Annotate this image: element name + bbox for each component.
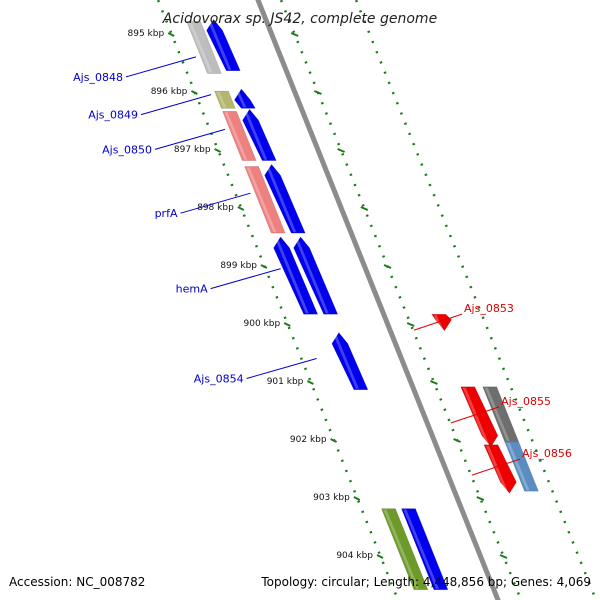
gene-label-leader (210, 268, 281, 290)
gene-feature-16[interactable] (380, 508, 429, 591)
gene-feature-3[interactable] (234, 88, 256, 109)
gene-label-leader (413, 313, 463, 331)
gene-highlight (485, 445, 508, 491)
tick-label: 896 kbp (151, 87, 188, 97)
major-tick (167, 32, 175, 37)
major-tick (476, 496, 485, 501)
gene-label-ajs_0850[interactable]: Ajs_0850 (102, 143, 152, 156)
gene-highlight (484, 387, 510, 441)
gene-label-ajs_0853[interactable]: Ajs_0853 (464, 302, 514, 315)
gene-label-leader (154, 128, 226, 150)
major-tick (214, 148, 222, 153)
major-tick (290, 32, 299, 37)
tick-label: 898 kbp (197, 203, 234, 213)
major-tick (360, 206, 369, 211)
gene-feature-8[interactable] (273, 236, 319, 315)
gene-feature-1[interactable] (206, 18, 241, 71)
gene-feature-7[interactable] (264, 163, 306, 234)
tick-label: 900 kbp (244, 319, 281, 329)
gene-highlight (216, 92, 227, 108)
gene-feature-11[interactable] (431, 313, 452, 332)
accession-text: Accession: NC_008782 (9, 575, 145, 589)
gene-highlight (236, 92, 247, 108)
gene-highlight (295, 239, 329, 314)
gene-label-ajs_0854[interactable]: Ajs_0854 (194, 373, 244, 386)
gene-highlight (333, 335, 359, 389)
major-tick (237, 206, 245, 211)
major-tick (283, 322, 291, 327)
major-tick (406, 322, 415, 327)
gene-feature-17[interactable] (400, 508, 449, 591)
tick-label: 895 kbp (128, 29, 165, 39)
gene-label-leader (125, 56, 197, 78)
gene-label-leader (140, 94, 212, 116)
gene-feature-15[interactable] (504, 441, 539, 492)
gene-highlight (244, 112, 268, 160)
gene-label-ajs_0849[interactable]: Ajs_0849 (88, 109, 138, 122)
gene-feature-5[interactable] (242, 108, 277, 161)
gene-highlight (208, 22, 232, 70)
major-tick (499, 554, 508, 559)
tick-guide-line (156, 0, 400, 600)
major-tick (353, 496, 361, 501)
major-tick (306, 380, 314, 385)
gene-label-ajs_0848[interactable]: Ajs_0848 (73, 71, 123, 84)
tick-label: 901 kbp (267, 377, 304, 387)
backbone-layer (255, 0, 501, 600)
major-tick (337, 148, 345, 153)
major-tick (330, 438, 338, 443)
gene-highlight (403, 509, 439, 589)
gene-highlight (275, 239, 309, 314)
gene-feature-2[interactable] (213, 90, 236, 109)
gene-label-leader (246, 358, 317, 379)
genome-backbone (255, 0, 501, 600)
tick-label: 902 kbp (290, 435, 327, 445)
major-tick (376, 554, 384, 559)
gene-feature-13[interactable] (483, 444, 517, 494)
tick-label: 903 kbp (313, 493, 350, 503)
gene-label-prfa[interactable]: prfA (155, 207, 178, 220)
gene-feature-0[interactable] (186, 21, 222, 74)
genome-title: Acidovorax sp. JS42, complete genome (162, 11, 437, 27)
major-tick (190, 90, 198, 95)
gene-label-leader (451, 406, 500, 424)
gene-layer (186, 18, 539, 591)
tick-label: 899 kbp (220, 261, 257, 271)
major-tick (453, 438, 461, 443)
tick-label: 897 kbp (174, 145, 211, 155)
tick-label: 904 kbp (336, 551, 373, 561)
major-tick (314, 90, 322, 95)
tick-guide-line (354, 0, 598, 600)
gene-highlight (506, 442, 530, 491)
gene-feature-6[interactable] (244, 166, 286, 234)
gene-highlight (266, 167, 297, 233)
gene-label-hema[interactable]: hemA (176, 283, 208, 296)
gene-feature-9[interactable] (293, 236, 339, 315)
gene-label-ajs_0856[interactable]: Ajs_0856 (522, 447, 572, 460)
gene-highlight (188, 22, 213, 73)
topology-text: Topology: circular; Length: 4,448,856 bp… (260, 575, 591, 589)
gene-feature-4[interactable] (222, 111, 257, 161)
major-tick (383, 264, 392, 269)
major-tick (430, 380, 438, 385)
gene-highlight (224, 112, 248, 160)
gene-highlight (246, 167, 277, 233)
tick-layer: 895 kbp 896 kbp 897 kbp 898 kbp 899 kbp 900 k… (128, 0, 598, 600)
gene-highlight (383, 509, 419, 589)
major-tick (260, 264, 268, 269)
gene-highlight (462, 387, 489, 444)
gene-feature-12[interactable] (460, 386, 499, 448)
gene-feature-10[interactable] (331, 332, 369, 391)
label-layer: Ajs_0848 Ajs_0849 Ajs_0850 prfA hemA Ajs_0854… (73, 56, 572, 476)
gene-label-leader (180, 192, 251, 214)
tick-guide-line (279, 0, 523, 600)
gene-label-ajs_0855[interactable]: Ajs_0855 (501, 395, 551, 408)
gene-label-leader (471, 458, 521, 476)
